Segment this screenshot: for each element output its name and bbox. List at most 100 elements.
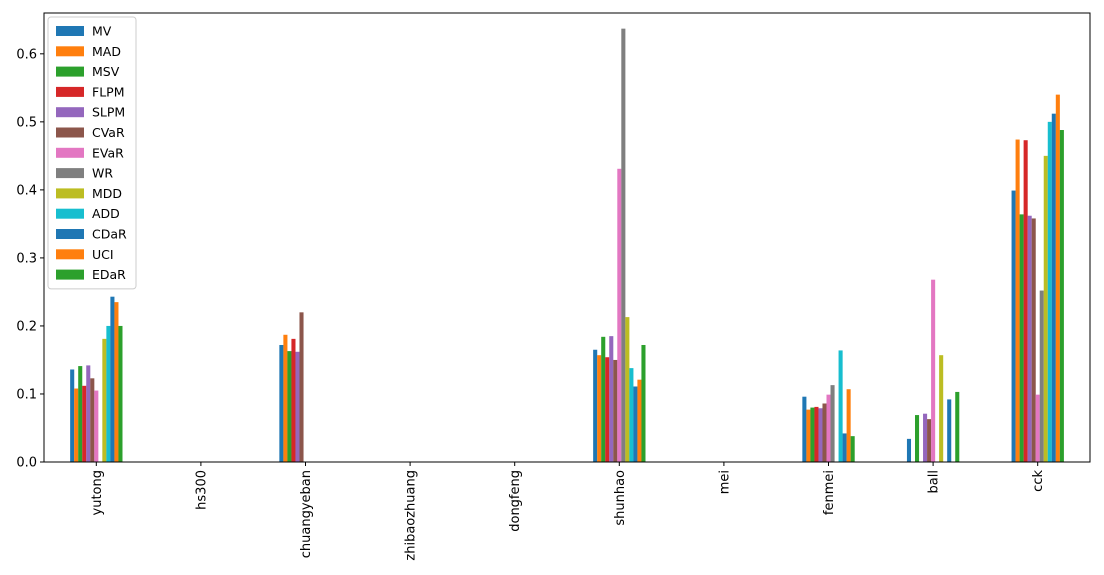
bars-layer [70, 28, 1064, 463]
bar-EVaR-cck [1035, 394, 1040, 462]
bar-UCI-shunhao [637, 379, 642, 462]
legend-item-CDaR: CDaR [56, 227, 127, 242]
legend-item-SLPM: SLPM [56, 105, 125, 120]
bar-EVaR-fenmei [826, 394, 831, 462]
bar-MAD-shunhao [597, 355, 602, 462]
series-MV [70, 190, 1016, 462]
legend-label: EVaR [92, 145, 124, 160]
series-SLPM [86, 215, 1032, 462]
x-tick-label: ball [927, 470, 942, 493]
bar-EDaR-yutong [118, 325, 123, 462]
legend-label: ADD [92, 206, 120, 221]
legend-swatch [56, 249, 84, 260]
legend-label: SLPM [92, 105, 125, 120]
bar-MAD-cck [1015, 139, 1020, 463]
legend-swatch [56, 86, 84, 97]
legend-item-EVaR: EVaR [56, 145, 124, 160]
bar-CVaR-shunhao [613, 359, 618, 462]
x-tick-label: dongfeng [508, 470, 523, 532]
y-tick-label: 0.0 [16, 456, 37, 471]
bar-MAD-yutong [74, 388, 79, 462]
legend-swatch [56, 208, 84, 219]
y-tick-label: 0.4 [16, 183, 37, 198]
x-tick-label: mei [717, 470, 732, 494]
series-CVaR [90, 218, 1036, 462]
bar-UCI-cck [1055, 94, 1060, 462]
bar-CDaR-ball [947, 399, 952, 462]
bar-MV-ball [906, 438, 912, 462]
legend-item-ADD: ADD [56, 206, 120, 221]
legend-swatch [56, 46, 84, 57]
legend-item-MSV: MSV [56, 64, 120, 79]
series-MDD [102, 155, 1048, 463]
legend-box [47, 16, 137, 290]
bar-UCI-fenmei [846, 389, 851, 462]
series-CDaR [110, 113, 1056, 463]
bar-MDD-cck [1043, 155, 1048, 463]
bar-MSV-cck [1019, 214, 1024, 462]
bar-SLPM-shunhao [609, 336, 614, 462]
legend-swatch [56, 229, 84, 239]
x-tick-label: yutong [90, 470, 105, 515]
legend-item-FLPM: FLPM [56, 84, 124, 99]
y-tick-label: 0.6 [16, 47, 37, 62]
legend-label: CDaR [92, 227, 127, 242]
legend-label: MAD [92, 44, 121, 59]
bar-CVaR-yutong [90, 378, 95, 462]
bar-MSV-yutong [78, 366, 83, 462]
bar-CDaR-shunhao [633, 386, 638, 462]
legend-label: WR [92, 166, 113, 181]
bar-FLPM-yutong [82, 385, 87, 462]
bar-UCI-yutong [114, 302, 119, 462]
bar-EDaR-ball [955, 391, 960, 462]
bar-CVaR-ball [927, 419, 932, 462]
bar-SLPM-chuangyeban [295, 351, 300, 462]
bar-CDaR-yutong [110, 296, 115, 462]
bar-MV-shunhao [593, 349, 598, 462]
series-EDaR [118, 130, 1064, 462]
bar-MSV-fenmei [810, 407, 815, 462]
bar-EVaR-yutong [94, 390, 99, 462]
bar-FLPM-shunhao [605, 357, 610, 462]
legend-swatch [56, 66, 84, 77]
x-tick-label: chuangyeban [299, 470, 314, 558]
legend-swatch [56, 26, 84, 36]
bar-ADD-cck [1047, 121, 1052, 462]
bar-SLPM-yutong [86, 365, 91, 462]
bar-ADD-shunhao [629, 368, 634, 462]
series-ADD [106, 121, 1052, 462]
legend-swatch [56, 127, 84, 138]
legend-item-UCI: UCI [56, 247, 114, 262]
legend-swatch [56, 168, 84, 179]
legend-label: EDaR [92, 267, 126, 282]
bar-MDD-shunhao [625, 317, 630, 462]
bar-SLPM-cck [1027, 215, 1032, 462]
x-tick-label: cck [1031, 470, 1046, 492]
bar-EVaR-ball [931, 279, 936, 462]
legend: MV MAD MSV FLPM SLPM CVaR EVaR WR MDD ADD CDaR UCI E… [47, 16, 137, 290]
bar-MDD-ball [939, 355, 944, 462]
series-WR [621, 28, 1044, 463]
x-tick-label: fenmei [822, 470, 837, 515]
bar-CVaR-cck [1031, 218, 1036, 462]
legend-label: CVaR [92, 125, 125, 140]
bar-CDaR-cck [1051, 113, 1056, 463]
legend-swatch [56, 107, 84, 118]
bar-FLPM-fenmei [814, 406, 819, 462]
bar-MV-yutong [70, 369, 75, 462]
legend-item-MV: MV [56, 24, 112, 39]
bar-MSV-shunhao [601, 336, 606, 462]
bar-ADD-fenmei [838, 350, 843, 462]
bar-MV-cck [1011, 190, 1016, 462]
legend-item-CVaR: CVaR [56, 125, 125, 140]
legend-label: MDD [92, 186, 122, 201]
bar-WR-shunhao [621, 28, 626, 463]
legend-item-MDD: MDD [56, 186, 122, 201]
legend-label: MV [92, 24, 112, 39]
bar-EDaR-shunhao [641, 344, 646, 462]
bar-FLPM-cck [1023, 140, 1028, 462]
legend-label: FLPM [92, 84, 124, 99]
bar-WR-cck [1039, 290, 1044, 462]
series-EVaR [94, 168, 1040, 463]
x-tick-label: zhibaozhuang [404, 470, 419, 561]
